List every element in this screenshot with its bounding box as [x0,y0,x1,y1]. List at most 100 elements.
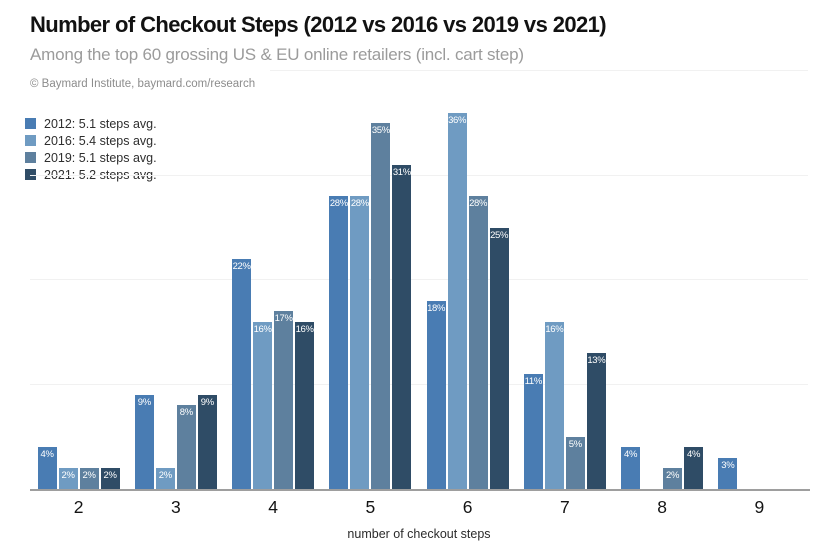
bar-slot-2016-step-9 [738,71,759,489]
bar-value-label: 28% [329,198,348,210]
bar-slot-2012-step-2: 4% [37,71,58,489]
bar-slot-2012-step-3: 9% [134,71,155,489]
legend-label-2012: 2012: 5.1 steps avg. [44,116,157,131]
bar-value-label: 8% [179,407,193,419]
bar-2016-step-3: 2% [155,468,175,489]
bar-value-label: 2% [82,470,96,482]
bar-slot-2021-step-6: 25% [489,71,510,489]
bar-value-label: 4% [624,449,638,461]
bar-slot-2021-step-8: 4% [683,71,704,489]
x-axis-tick-labels: 2 3 4 5 6 7 8 9 [30,497,808,518]
bar-value-label: 11% [524,376,543,388]
bar-slot-2019-step-3: 8% [176,71,197,489]
bar-2012-step-2: 4% [37,447,57,489]
chart-title: Number of Checkout Steps (2012 vs 2016 v… [30,12,607,37]
x-tick-6: 6 [462,497,473,517]
legend-swatch-2012 [25,118,36,129]
bar-value-label: 28% [469,198,488,210]
bar-value-label: 4% [40,449,54,461]
x-tick-4: 4 [268,497,278,517]
bar-2021-step-3: 9% [197,394,217,489]
bar-2012-step-5: 28% [329,196,349,489]
bar-slot-2019-step-2: 2% [79,71,100,489]
bar-value-label: 36% [448,114,467,126]
gridline-30 [30,174,808,176]
bar-2021-step-7: 13% [586,353,606,489]
bar-2012-step-8: 4% [621,447,641,489]
bar-slot-2021-step-7: 13% [586,71,607,489]
bar-slot-2021-step-3: 9% [197,71,218,489]
bar-2019-step-3: 8% [176,405,196,489]
bar-group-6: 18% 36% 28% 25% [419,71,516,489]
bar-value-label: 3% [721,459,735,471]
bar-group-7: 11% 16% 5% 13% [516,71,613,489]
bar-value-label: 2% [61,470,75,482]
bar-slot-2021-step-4: 16% [294,71,315,489]
bar-value-label: 17% [274,313,293,325]
bar-slot-2012-step-8: 4% [620,71,641,489]
bar-value-label: 9% [137,396,151,408]
x-tick-5: 5 [365,497,376,517]
gridline-10 [30,383,808,385]
legend-item-2019: 2019: 5.1 steps avg. [25,149,157,166]
legend-label-2016: 2016: 5.4 steps avg. [44,133,157,148]
bar-2019-step-8: 2% [663,468,683,489]
bar-value-label: 2% [666,470,680,482]
bar-slot-2012-step-5: 28% [328,71,349,489]
bar-slot-2016-step-8 [641,71,662,489]
plot-area: 4% 2% 2% 2% 9% 2% 8% 9% 22% 16% 17% 16% 28% 28% 35% 31%… [30,70,808,489]
bar-slot-2016-step-3: 2% [155,71,176,489]
bar-2012-step-9: 3% [718,457,738,489]
bar-value-label: 25% [490,229,509,241]
bar-slot-2019-step-4: 17% [273,71,294,489]
bar-value-label: 13% [587,355,606,367]
gridline-40 [270,70,808,71]
bar-value-label: 28% [350,198,369,210]
bar-group-4: 22% 16% 17% 16% [225,71,322,489]
bar-2019-step-2: 2% [79,468,99,489]
bar-value-label: 18% [427,302,446,314]
bar-slot-2016-step-6: 36% [447,71,468,489]
bar-slot-2012-step-4: 22% [231,71,252,489]
bar-value-label: 16% [545,323,564,335]
bar-slot-2016-step-7: 16% [544,71,565,489]
bar-slot-2012-step-6: 18% [426,71,447,489]
x-tick-7: 7 [560,497,570,517]
bar-slot-2019-step-9 [759,71,780,489]
bar-value-label: 35% [371,125,390,137]
bar-2019-step-6: 28% [468,196,488,489]
bar-2016-step-6: 36% [447,112,467,489]
bar-slot-2016-step-5: 28% [349,71,370,489]
bar-slot-2012-step-9: 3% [717,71,738,489]
bar-2019-step-5: 35% [371,123,391,489]
bar-value-label: 2% [158,470,172,482]
bar-2021-step-4: 16% [295,321,315,489]
bar-slot-2019-step-5: 35% [370,71,391,489]
bar-2021-step-2: 2% [100,468,120,489]
bar-value-label: 22% [232,261,251,273]
attribution-text: © Baymard Institute, baymard.com/researc… [30,78,256,90]
bar-slot-2021-step-9 [780,71,801,489]
bar-group-9: 3% [711,71,808,489]
legend-item-2016: 2016: 5.4 steps avg. [25,132,157,149]
bar-slot-2016-step-2: 2% [58,71,79,489]
bar-group-5: 28% 28% 35% 31% [322,71,419,489]
bar-group-2: 4% 2% 2% 2% [30,71,127,489]
bar-2012-step-6: 18% [426,300,446,489]
x-axis-title: number of checkout steps [347,527,491,541]
bar-value-label: 16% [295,323,314,335]
legend-item-2012: 2012: 5.1 steps avg. [25,115,157,132]
bar-value-label: 31% [392,167,411,179]
bar-slot-2019-step-6: 28% [468,71,489,489]
bar-value-label: 4% [687,449,701,461]
legend-swatch-2016 [25,135,36,146]
bar-slot-2019-step-8: 2% [662,71,683,489]
legend-swatch-2019 [25,152,36,163]
x-tick-3: 3 [171,497,181,517]
bar-slot-2021-step-5: 31% [391,71,412,489]
x-axis-line [30,489,810,491]
bar-2021-step-8: 4% [684,447,704,489]
legend: 2012: 5.1 steps avg. 2016: 5.4 steps avg.… [25,115,157,183]
x-tick-8: 8 [657,497,667,517]
